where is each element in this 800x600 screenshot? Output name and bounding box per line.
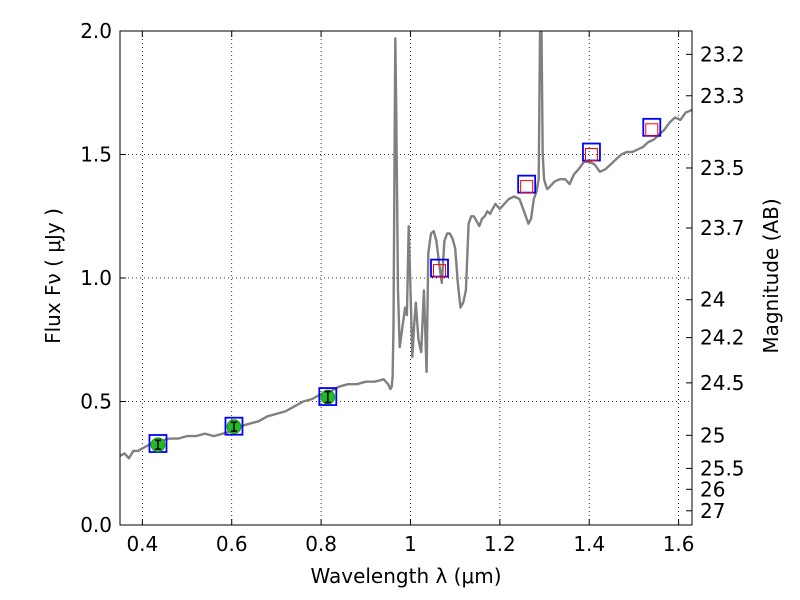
magnitude-tick-label: 25.5 <box>700 456 745 480</box>
magnitude-tick-label: 26 <box>700 477 725 501</box>
model-photometry-square <box>318 387 338 406</box>
x-tick-label: 0.6 <box>216 532 248 556</box>
plot-frame <box>119 30 693 526</box>
observed-open-square <box>645 123 659 137</box>
x-tick-label: 1 <box>404 532 417 556</box>
observed-open-square <box>584 148 598 161</box>
y-tick-label: 1.5 <box>80 143 112 167</box>
axes: 0.4 0.6 0.8 1 1.2 1.4 1.6 0.0 0.5 1.0 1.5 2.0 23.2 23… <box>80 19 744 556</box>
y-tick-label: 0.5 <box>80 390 112 414</box>
magnitude-tick-label: 25 <box>700 423 725 447</box>
y-tick-label: 2.0 <box>80 19 112 43</box>
observed-open-square <box>433 264 447 278</box>
magnitude-tick-label: 23.7 <box>700 216 745 240</box>
spectrum-line <box>120 31 692 460</box>
magnitude-tick-label: 24 <box>700 288 725 312</box>
magnitude-tick-label: 24.2 <box>700 326 745 350</box>
magnitude-tick-label: 23.2 <box>700 42 745 66</box>
x-tick-label: 0.4 <box>126 532 158 556</box>
magnitude-tick-label: 27 <box>700 499 725 523</box>
observed-open-square <box>520 180 534 194</box>
plot-area <box>120 31 692 460</box>
x-tick-label: 1.2 <box>484 532 516 556</box>
x-tick-label: 1.4 <box>573 532 605 556</box>
grid-lines <box>120 31 692 525</box>
magnitude-tick-label: 23.5 <box>700 156 745 180</box>
magnitude-axis-label: Magnitude (AB) <box>759 198 783 353</box>
x-axis-label: Wavelength λ (μm) <box>310 564 501 588</box>
y-axis-label: Flux Fν ( μJy ) <box>41 208 65 344</box>
x-tick-label: 0.8 <box>305 532 337 556</box>
model-photometry-square <box>224 416 244 436</box>
magnitude-tick-label: 23.3 <box>700 84 745 108</box>
y-tick-label: 0.0 <box>80 513 112 537</box>
magnitude-tick-label: 24.5 <box>700 371 745 395</box>
x-tick-label: 1.6 <box>663 532 695 556</box>
y-tick-label: 1.0 <box>80 266 112 290</box>
